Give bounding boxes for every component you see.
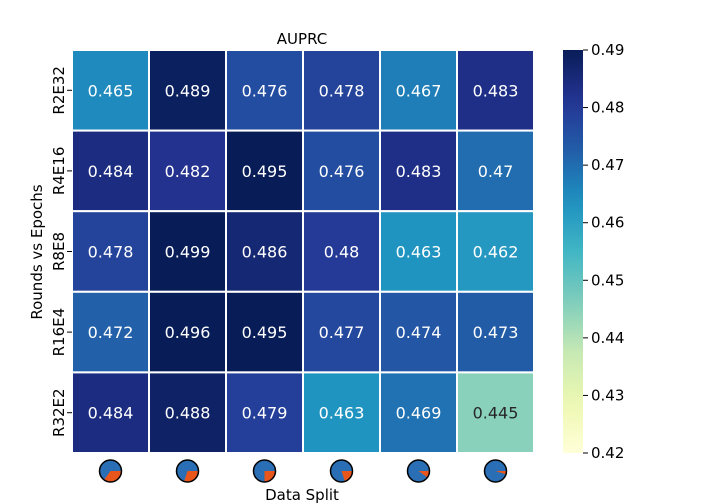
heatmap-cell [225,290,304,374]
colorbar-tick-label: 0.47 [591,156,624,174]
pie-slice [495,471,507,475]
colorbar-tick-label: 0.42 [591,444,624,462]
column-pie-ticks [98,459,508,483]
cell-value-label: 0.483 [396,162,442,181]
cell-value-label: 0.469 [396,404,442,423]
pie-outline [175,459,200,483]
heatmap-cell [456,129,535,213]
cell-value-label: 0.48 [324,243,360,262]
cell-value-label: 0.489 [165,81,211,100]
heatmap-cells: 0.465 0.489 0.476 0.478 0.467 0.483 0.484 0.482… [71,49,535,454]
cell-value-label: 0.462 [473,243,519,262]
colorbar [563,50,583,453]
heatmap-cell [456,49,535,132]
pie-slice [341,471,353,482]
cell-value-label: 0.474 [396,323,442,342]
colorbar-tick-label: 0.45 [591,271,624,289]
cell-value-label: 0.473 [473,323,519,342]
cell-value-label: 0.484 [88,404,134,423]
cell-value-label: 0.483 [473,81,519,100]
heatmap-cell [379,210,458,293]
colorbar-tick-label: 0.44 [591,329,624,347]
pie-outline [483,459,508,483]
cell-value-label: 0.463 [396,243,442,262]
pie-outline [98,459,123,483]
heatmap-cell [302,290,381,374]
cell-value-label: 0.463 [319,404,365,423]
cell-value-label: 0.445 [473,404,519,423]
row-tick-label: R4E16 [50,147,68,196]
pie-tick-icon [98,459,123,483]
cell-value-label: 0.488 [165,404,211,423]
heatmap-cell [456,371,535,454]
row-tick-label: R16E4 [50,308,68,357]
chart-title: AUPRC [277,30,327,48]
row-tick-labels: R2E32 R4E16 R8E8 R16E4 R32E2 [50,66,72,437]
x-axis-label: Data Split [265,486,339,504]
row-tick-label: R8E8 [50,232,68,271]
pie-tick-icon [252,459,277,483]
cell-value-label: 0.499 [165,243,211,262]
heatmap-cell [302,371,381,454]
pie-tick-icon [406,459,431,483]
heatmap-cell [148,49,227,132]
pie-slice [264,471,276,482]
heatmap-cell [379,371,458,454]
cell-value-label: 0.486 [242,243,288,262]
cell-value-label: 0.479 [242,404,288,423]
pie-outline [329,459,354,483]
heatmap-cell [148,210,227,293]
cell-value-label: 0.478 [88,243,134,262]
heatmap-cell [148,129,227,213]
cell-value-label: 0.495 [242,162,288,181]
cell-value-label: 0.476 [242,81,288,100]
pie-tick-icon [175,459,200,483]
colorbar-tick-label: 0.46 [591,214,624,232]
cell-value-label: 0.484 [88,162,134,181]
heatmap-cell [302,129,381,213]
pie-tick-icon [483,459,508,483]
cell-value-label: 0.472 [88,323,134,342]
heatmap-cell [71,371,150,454]
heatmap-cell [302,210,381,293]
heatmap-cell [456,210,535,293]
cell-value-label: 0.482 [165,162,211,181]
cell-value-label: 0.476 [319,162,365,181]
cell-value-label: 0.496 [165,323,211,342]
row-tick-label: R2E32 [50,66,68,115]
heatmap-cell [225,371,304,454]
y-axis-label: Rounds vs Epochs [28,184,46,319]
cell-value-label: 0.478 [319,81,365,100]
cell-value-label: 0.495 [242,323,288,342]
pie-slice [418,471,430,478]
pie-outline [406,459,431,483]
cell-value-label: 0.467 [396,81,442,100]
heatmap-cell [148,290,227,374]
heatmap-cell [456,290,535,374]
colorbar-ticks: 0.42 0.43 0.44 0.45 0.46 0.47 0.48 0.49 [583,41,624,462]
cell-value-label: 0.477 [319,323,365,342]
pie-tick-icon [329,459,354,483]
cell-value-label: 0.47 [478,162,514,181]
colorbar-tick-label: 0.49 [591,41,624,59]
colorbar-tick-label: 0.48 [591,99,624,117]
pie-outline [252,459,277,483]
row-tick-label: R32E2 [50,388,68,437]
heatmap-cell [379,290,458,374]
heatmap-cell [71,290,150,374]
cell-value-label: 0.465 [88,81,134,100]
colorbar-tick-label: 0.43 [591,386,624,404]
pie-slice [184,471,199,482]
